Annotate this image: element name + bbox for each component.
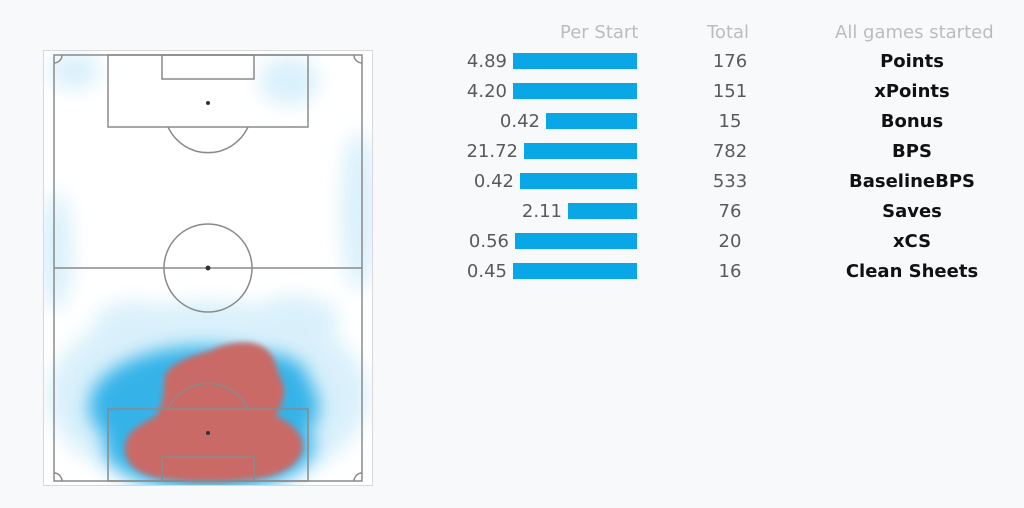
per-start-value: 21.72 bbox=[466, 141, 518, 162]
per-start-value: 2.11 bbox=[521, 201, 562, 222]
total-value: 15 bbox=[718, 111, 742, 132]
stat-label: xCS bbox=[892, 231, 932, 252]
pitch-heatmap bbox=[43, 50, 373, 486]
stat-row: 0.42 533 BaselineBPS bbox=[0, 168, 1024, 198]
per-start-bar bbox=[520, 173, 637, 189]
per-start-value: 4.89 bbox=[466, 51, 507, 72]
per-start-value: 4.20 bbox=[466, 81, 507, 102]
stat-row: 0.56 20 xCS bbox=[0, 228, 1024, 258]
per-start-bar bbox=[513, 53, 637, 69]
total-value: 20 bbox=[718, 231, 742, 252]
per-start-value: 0.56 bbox=[468, 231, 509, 252]
per-start-bar bbox=[513, 263, 637, 279]
per-start-bar bbox=[546, 113, 637, 129]
pitch-svg bbox=[44, 53, 372, 485]
stat-label: Clean Sheets bbox=[845, 261, 979, 282]
stat-label: xPoints bbox=[874, 81, 950, 102]
per-start-value: 0.42 bbox=[473, 171, 514, 192]
header-total: Total bbox=[707, 22, 750, 43]
stat-row: 4.89 176 Points bbox=[0, 48, 1024, 78]
total-value: 782 bbox=[712, 141, 748, 162]
header-all-games: All games started bbox=[835, 22, 994, 43]
pitch-lines bbox=[53, 54, 363, 482]
stat-label: Saves bbox=[882, 201, 942, 222]
heat-high bbox=[124, 342, 303, 482]
total-value: 76 bbox=[718, 201, 742, 222]
pitch-spots bbox=[205, 101, 211, 435]
stat-row: 0.45 16 Clean Sheets bbox=[0, 258, 1024, 288]
per-start-bar bbox=[513, 83, 637, 99]
per-start-bar bbox=[515, 233, 637, 249]
per-start-bar bbox=[568, 203, 637, 219]
total-value: 151 bbox=[712, 81, 748, 102]
total-value: 533 bbox=[712, 171, 748, 192]
stat-label: BPS bbox=[892, 141, 932, 162]
stat-label: Points bbox=[880, 51, 944, 72]
stat-row: 2.11 76 Saves bbox=[0, 198, 1024, 228]
per-start-value: 0.45 bbox=[466, 261, 507, 282]
total-value: 16 bbox=[718, 261, 742, 282]
per-start-bar bbox=[524, 143, 637, 159]
stat-row: 4.20 151 xPoints bbox=[0, 78, 1024, 108]
stat-row: 0.42 15 Bonus bbox=[0, 108, 1024, 138]
total-value: 176 bbox=[712, 51, 748, 72]
per-start-value: 0.42 bbox=[499, 111, 540, 132]
stat-row: 21.72 782 BPS bbox=[0, 138, 1024, 168]
stat-label: BaselineBPS bbox=[848, 171, 976, 192]
header-per-start: Per Start bbox=[560, 22, 639, 43]
stat-label: Bonus bbox=[880, 111, 944, 132]
